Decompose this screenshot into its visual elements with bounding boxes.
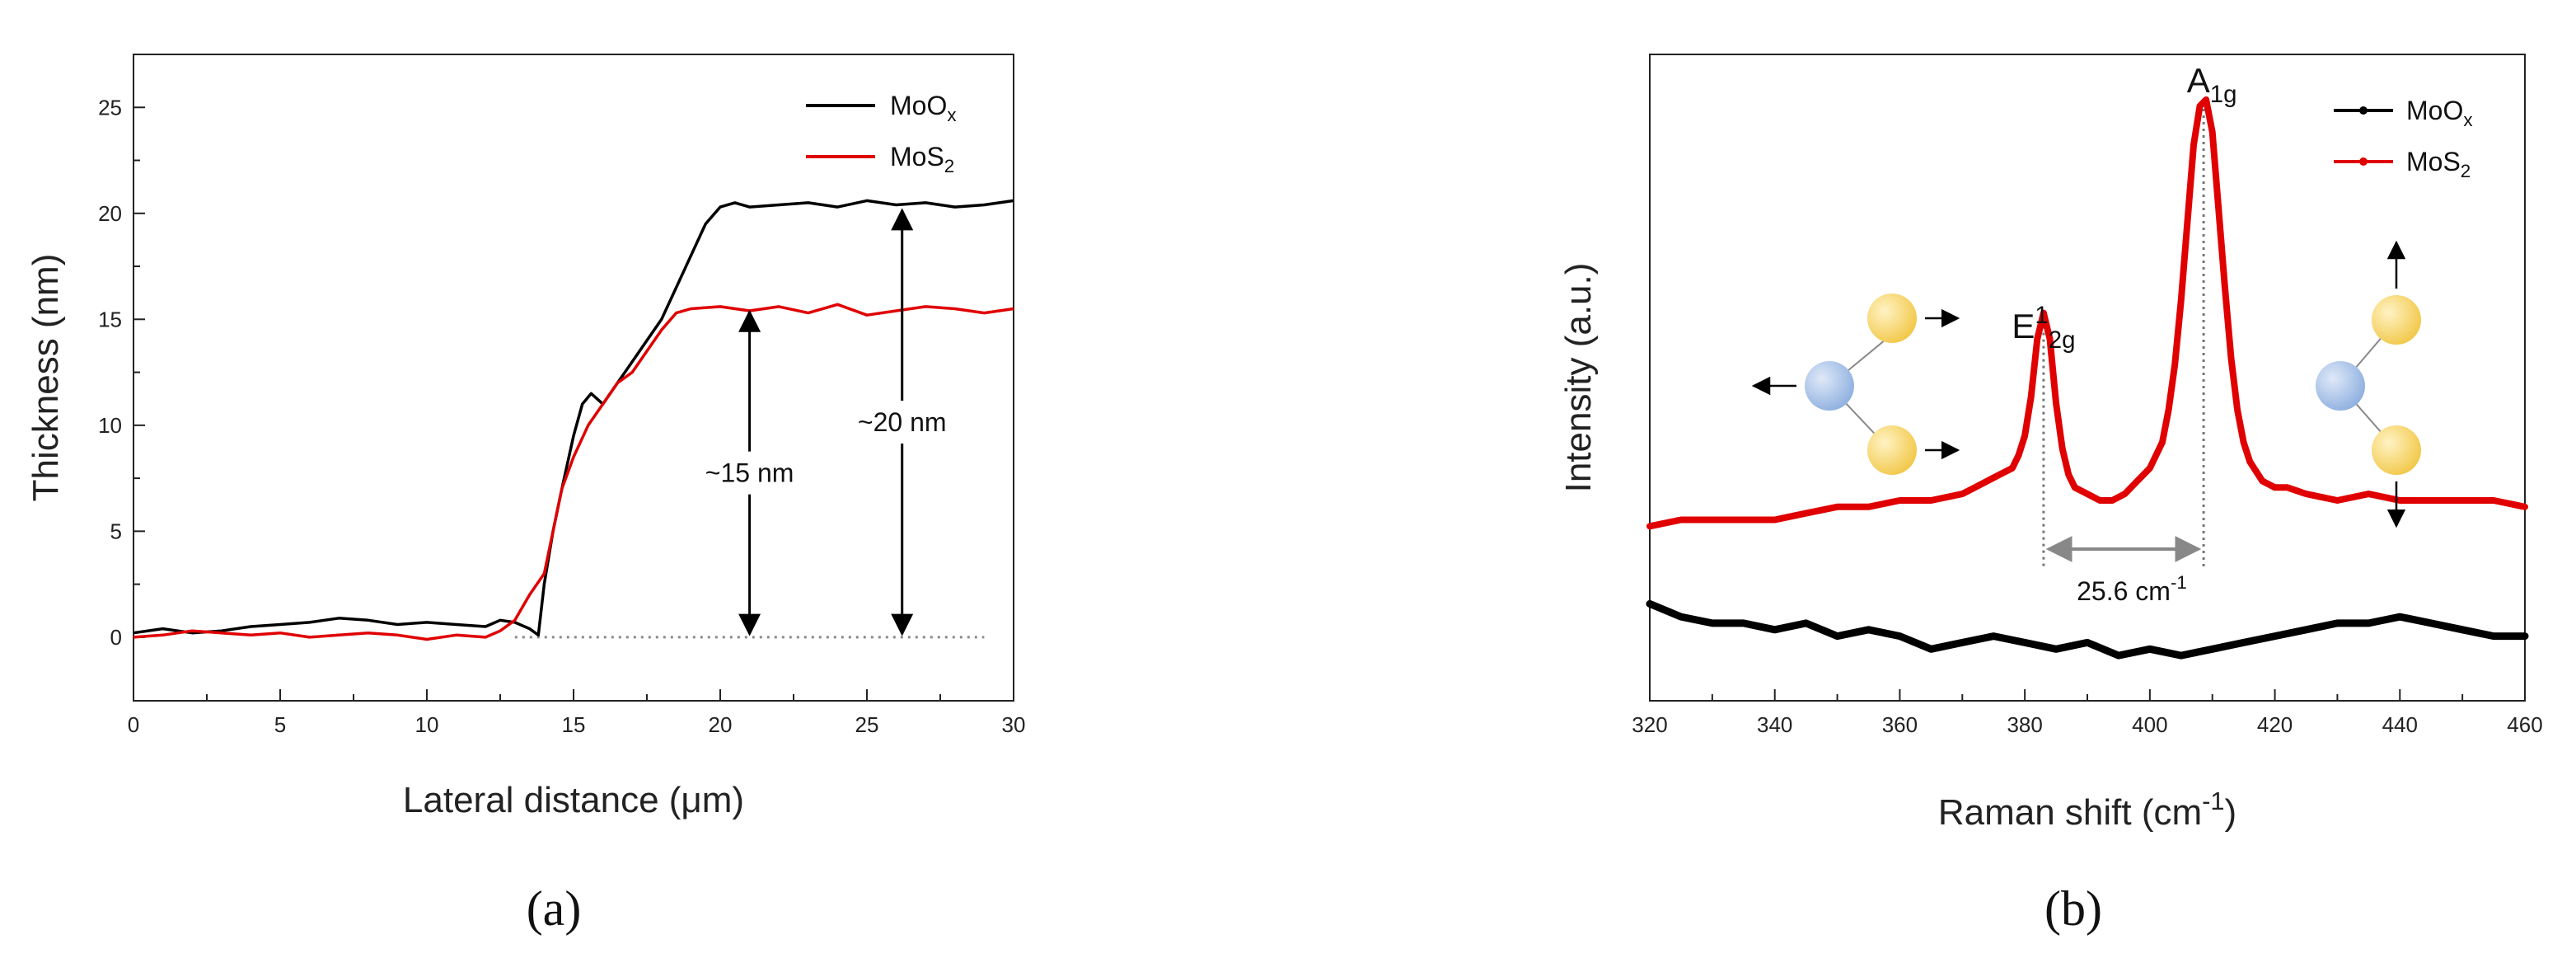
x-tick-label-a: 25: [855, 712, 879, 737]
panel-b: 320 340 360 380 400 420 440 460 E12g A1g 25.6 c…: [1558, 54, 2543, 936]
ticks-a: 0 5 10 15 20 25 30 0 5 10 15 20 25: [98, 95, 1025, 737]
mo-atom-icon: [1805, 361, 1854, 411]
panel-label-a: (a): [527, 881, 582, 936]
legend-label-mos2-b: MoS2: [2406, 147, 2471, 181]
e2g-mode-illustration: [1751, 294, 1960, 475]
s-atom-icon: [1867, 425, 1917, 475]
x-tick-label-b: 400: [2132, 712, 2167, 737]
series-a: [133, 199, 1014, 641]
y-axis-title-a: Thickness (nm): [26, 254, 66, 502]
series-line-a-1: [133, 303, 1014, 641]
panel-label-b: (b): [2044, 881, 2102, 936]
legend-b: MoOx MoS2: [2334, 96, 2473, 181]
x-tick-label-b: 380: [2007, 712, 2042, 737]
series-line-b-1: [1646, 96, 2528, 530]
s-atom-icon: [2372, 425, 2421, 475]
legend-label-moox-b: MoOx: [2406, 96, 2473, 130]
s-atom-icon: [1867, 294, 1917, 343]
x-axis-title-b: Raman shift (cm-1): [1938, 787, 2236, 833]
y-tick-label-a: 10: [98, 413, 122, 438]
ticks-b: 320 340 360 380 400 420 440 460: [1632, 689, 2543, 737]
series-b: [1646, 96, 2529, 660]
x-tick-label-a: 30: [1002, 712, 1026, 737]
legend-label-moox-a: MoOx: [890, 91, 957, 125]
plot-frame-a: [133, 54, 1014, 702]
x-tick-label-b: 340: [1757, 712, 1792, 737]
annotation-label-0: ~15 nm: [705, 458, 794, 488]
x-tick-label-b: 360: [1882, 712, 1918, 737]
panel-a: 0 5 10 15 20 25 30 0 5 10 15 20 25 ~15 nm ~20 nm MoOx…: [26, 54, 1025, 936]
y-axis-title-b: Intensity (a.u.): [1558, 263, 1599, 493]
y-tick-label-a: 20: [98, 201, 122, 226]
x-tick-label-b: 460: [2507, 712, 2542, 737]
y-tick-label-a: 5: [110, 519, 122, 543]
s-atom-icon: [2372, 295, 2421, 345]
legend-label-mos2-a: MoS2: [890, 142, 954, 176]
y-tick-label-a: 0: [110, 625, 122, 650]
x-tick-label-a: 20: [709, 712, 733, 737]
x-tick-label-a: 5: [274, 712, 286, 737]
peak-separation-label: 25.6 cm-1: [2077, 572, 2187, 606]
legend-a: MoOx MoS2: [806, 91, 957, 176]
peak-label-a1g: A1g: [2187, 61, 2237, 108]
a1g-mode-illustration: [2316, 240, 2421, 528]
x-tick-label-a: 15: [562, 712, 586, 737]
peak-guides-b: [2042, 102, 2205, 569]
y-tick-label-a: 15: [98, 307, 122, 331]
x-tick-label-b: 420: [2257, 712, 2293, 737]
series-line-a-0: [133, 199, 1014, 637]
mo-atom-icon: [2316, 361, 2365, 411]
y-tick-label-a: 25: [98, 95, 122, 120]
x-axis-title-a: Lateral distance (μm): [403, 780, 744, 820]
annotations-a: ~15 nm ~20 nm: [705, 208, 947, 636]
annotation-label-1: ~20 nm: [858, 407, 947, 437]
x-tick-label-b: 320: [1632, 712, 1667, 737]
x-tick-label-a: 0: [128, 712, 139, 737]
x-tick-label-a: 10: [415, 712, 439, 737]
x-tick-label-b: 440: [2382, 712, 2418, 737]
series-line-b-0: [1646, 599, 2529, 660]
peak-label-e2g: E12g: [2012, 302, 2075, 354]
